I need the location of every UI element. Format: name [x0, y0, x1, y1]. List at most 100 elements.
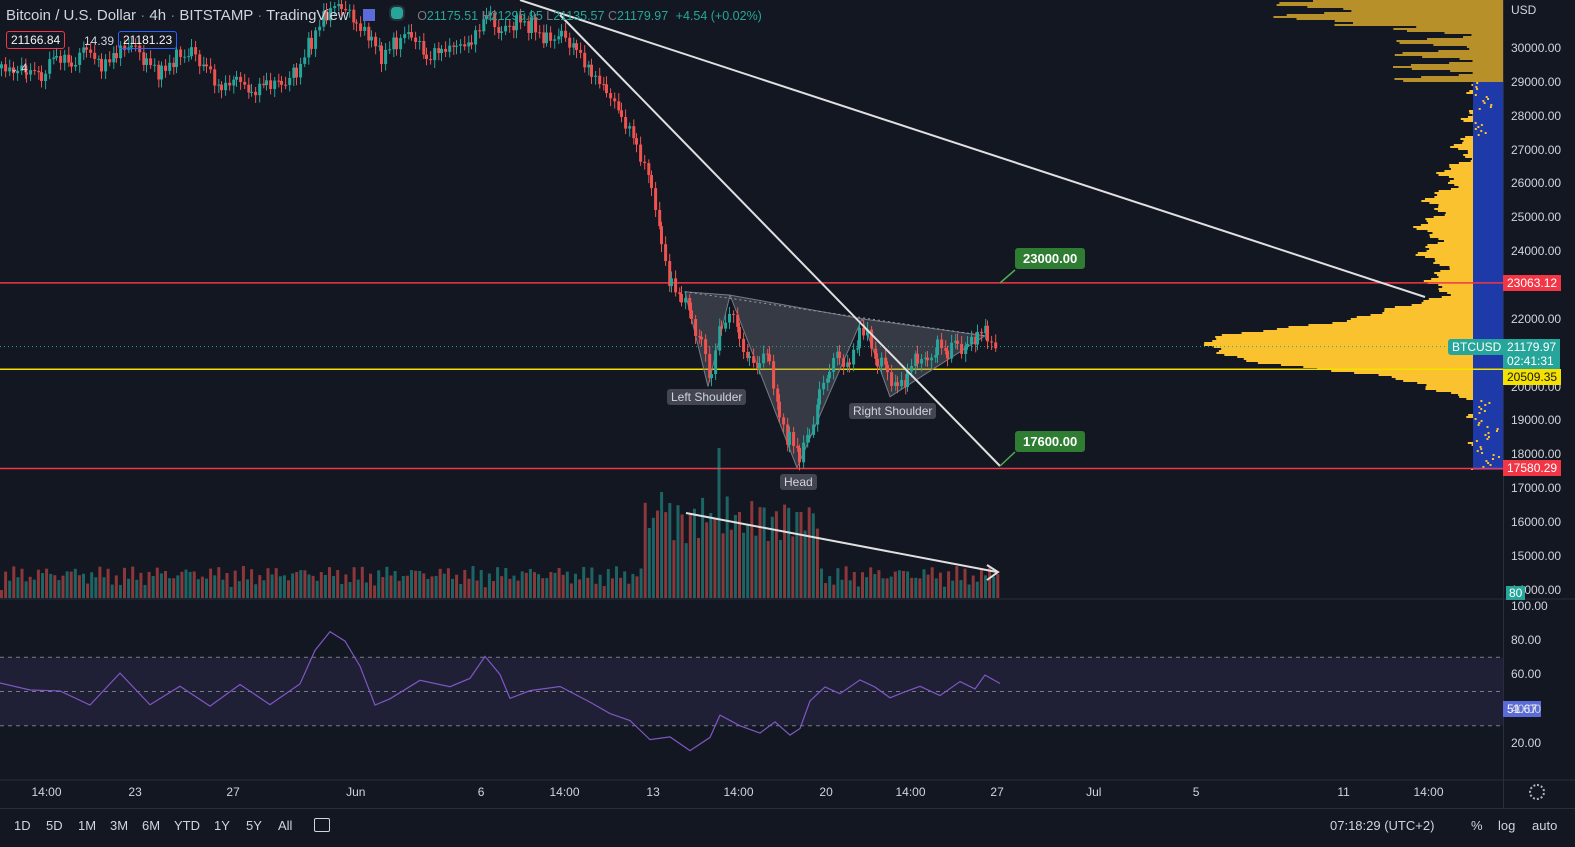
volume-bar: [984, 575, 987, 598]
time-tick-label: 14:00: [1414, 785, 1444, 799]
sell-button[interactable]: 21166.84: [6, 31, 65, 49]
volume-profile-bar: [1468, 116, 1473, 118]
candle: [575, 43, 578, 50]
clock[interactable]: 07:18:29 (UTC+2): [1330, 818, 1434, 833]
volume-profile-bar: [1324, 12, 1503, 14]
volume-bar: [586, 578, 589, 598]
settings-gear-icon[interactable]: [1529, 784, 1545, 800]
volume-profile-bar: [1438, 284, 1473, 286]
candle: [980, 332, 983, 334]
buy-button[interactable]: 21181.23: [118, 31, 177, 49]
lower-target-connector: [1000, 452, 1015, 466]
candle: [437, 48, 440, 53]
volume-bar: [25, 581, 28, 598]
flag-icon[interactable]: [363, 9, 375, 21]
volume-profile-bar: [1473, 236, 1503, 238]
range-button[interactable]: 1Y: [214, 818, 230, 833]
long-trendline: [520, 0, 1425, 297]
upper-target-label[interactable]: 23000.00: [1015, 248, 1085, 269]
lower-target-label[interactable]: 17600.00: [1015, 431, 1085, 452]
volume-bar: [775, 511, 778, 598]
volume-profile-bar: [1442, 296, 1473, 298]
candle: [310, 38, 313, 49]
volume-profile-bar: [1473, 384, 1503, 386]
volume-profile-bar: [1451, 188, 1473, 190]
volume-bar: [631, 574, 634, 598]
range-button[interactable]: 3M: [110, 818, 128, 833]
volume-profile-bar: [1490, 464, 1492, 466]
volume-profile-bar: [1429, 234, 1473, 236]
volume-profile-bar: [1473, 108, 1503, 110]
candle: [37, 71, 40, 72]
rsi-tick-label: 80.00: [1511, 633, 1541, 647]
volume-profile-bar: [1473, 160, 1503, 162]
volume-profile-bar: [1486, 438, 1488, 440]
volume-profile-bar: [1473, 330, 1503, 332]
indicators-toggle[interactable]: ⌄ 4: [6, 60, 32, 76]
volume-profile-bar: [1438, 238, 1473, 240]
time-tick-label: 27: [990, 785, 1003, 799]
time-tick-label: 14:00: [896, 785, 926, 799]
volume-bar: [615, 566, 618, 598]
range-button[interactable]: 1M: [78, 818, 96, 833]
volume-bar: [562, 575, 565, 598]
volume-bar: [369, 574, 372, 598]
range-button[interactable]: 1D: [14, 818, 31, 833]
volume-profile-bar: [1463, 154, 1473, 156]
range-button[interactable]: 5Y: [246, 818, 262, 833]
volume-profile-bar: [1467, 46, 1503, 48]
volume-profile-bar: [1434, 196, 1473, 198]
calendar-icon[interactable]: [314, 818, 330, 832]
left-shoulder-label[interactable]: Left Shoulder: [667, 389, 746, 405]
volume-profile-bar: [1429, 202, 1473, 204]
range-button[interactable]: 5D: [46, 818, 63, 833]
volume-profile-bar: [1469, 90, 1473, 92]
percent-toggle[interactable]: %: [1471, 818, 1483, 833]
volume-profile-bar: [1473, 256, 1503, 258]
volume-profile-bar: [1204, 344, 1473, 346]
volume-bar: [754, 536, 757, 598]
volume-bar: [439, 569, 442, 598]
volume-bar: [57, 580, 60, 598]
volume-profile-bar: [1273, 16, 1503, 18]
volume-bar: [111, 585, 114, 598]
volume-profile-bar: [1473, 380, 1503, 382]
volume-profile-bar: [1277, 4, 1503, 6]
volume-bar: [824, 583, 827, 598]
candle: [994, 342, 997, 348]
range-button[interactable]: YTD: [174, 818, 200, 833]
volume-profile-bar: [1473, 134, 1503, 136]
volume-profile-bar: [1297, 18, 1503, 20]
volume-profile-bar: [1434, 208, 1473, 210]
exchange: BITSTAMP: [179, 7, 253, 24]
right-shoulder-label[interactable]: Right Shoulder: [849, 403, 936, 419]
candle: [724, 323, 727, 329]
volume-profile-bar: [1475, 86, 1477, 88]
volume-bar: [578, 579, 581, 598]
symbol-name[interactable]: Bitcoin / U.S. Dollar: [6, 7, 136, 24]
candle: [33, 70, 36, 71]
volume-profile-bar: [1478, 424, 1480, 426]
auto-toggle[interactable]: auto: [1532, 818, 1557, 833]
candle: [826, 378, 829, 383]
candle: [598, 76, 601, 84]
volume-profile-bar: [1402, 52, 1503, 54]
candle: [292, 68, 295, 78]
currency-label[interactable]: USD: [1511, 3, 1536, 17]
interval[interactable]: 4h: [149, 7, 166, 24]
volume-bar: [537, 574, 540, 598]
candle: [884, 358, 887, 365]
range-button[interactable]: 6M: [142, 818, 160, 833]
eye-icon[interactable]: [389, 5, 405, 21]
volume-profile-bar: [1473, 332, 1503, 334]
candle: [639, 145, 642, 162]
candle: [367, 27, 370, 41]
range-button[interactable]: All: [278, 818, 292, 833]
head-label[interactable]: Head: [780, 474, 817, 490]
volume-profile-bar: [1393, 28, 1503, 30]
log-toggle[interactable]: log: [1498, 818, 1515, 833]
candle: [224, 83, 227, 90]
volume-bar: [455, 575, 458, 598]
volume-bar: [463, 570, 466, 598]
